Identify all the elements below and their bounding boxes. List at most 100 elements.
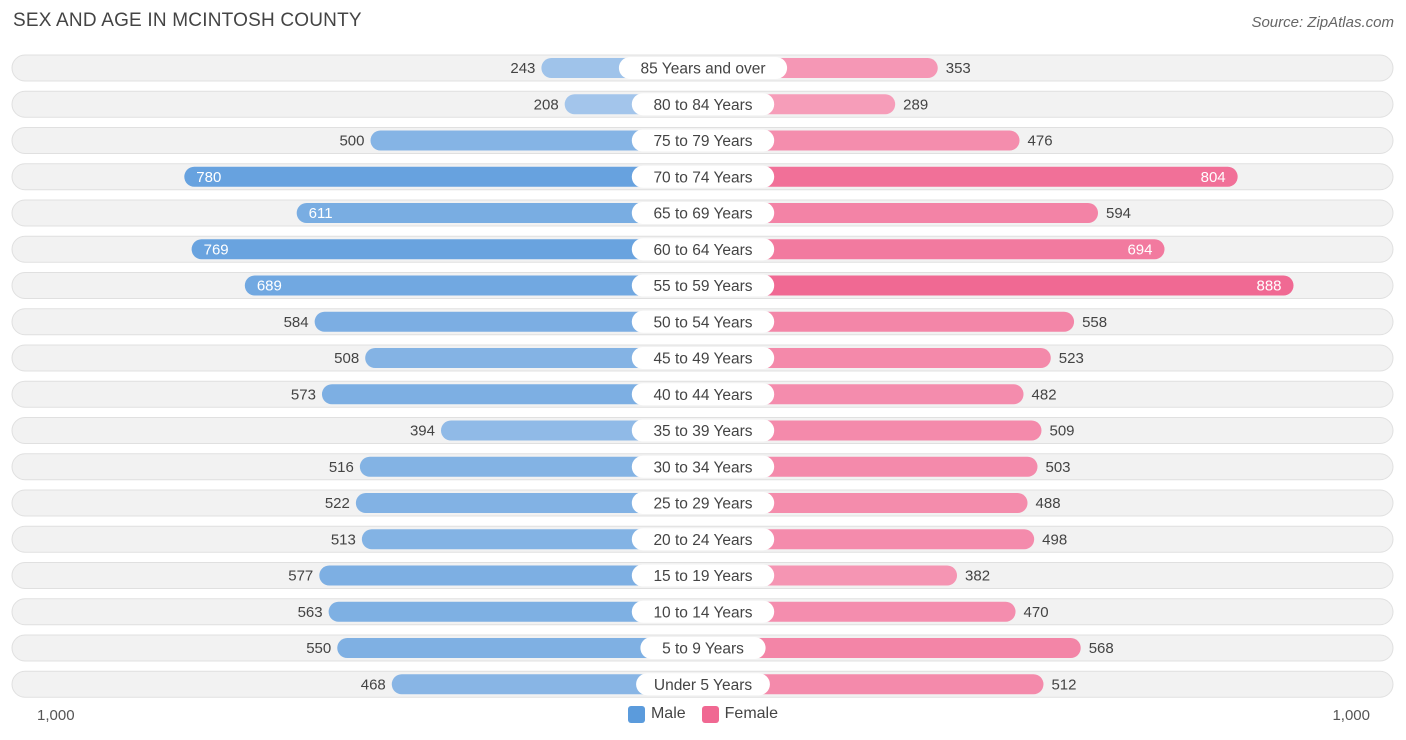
legend-label-male: Male (650, 705, 686, 722)
category-label: 20 to 24 Years (653, 532, 752, 549)
male-value-label: 611 (309, 205, 333, 222)
male-value-label: 500 (339, 133, 364, 150)
male-value-label: 522 (325, 495, 350, 512)
category-pill (631, 165, 775, 188)
female-value-label: 512 (1051, 676, 1076, 693)
female-bar (703, 348, 1051, 368)
category-pill (631, 528, 775, 551)
male-bar (337, 638, 703, 658)
category-pill (631, 383, 775, 406)
male-value-label: 468 (361, 676, 386, 693)
chart-title: SEX AND AGE IN MCINTOSH COUNTY (13, 10, 362, 31)
male-value-label: 508 (334, 350, 359, 367)
female-value-label: 470 (1024, 604, 1049, 621)
legend-item-male[interactable]: Male (627, 705, 686, 723)
male-value-label: 769 (204, 241, 229, 258)
female-value-label: 382 (965, 568, 990, 585)
category-label: 5 to 9 Years (662, 641, 744, 658)
category-label: 25 to 29 Years (653, 496, 752, 513)
category-label: 85 Years and over (641, 61, 766, 78)
axis-left-label: 1,000 (37, 707, 75, 724)
male-value-label: 516 (329, 459, 354, 476)
female-bar (703, 529, 1035, 550)
male-bar (355, 493, 703, 513)
female-bar (703, 420, 1042, 441)
male-value-label: 584 (284, 314, 309, 331)
male-bar (296, 203, 703, 223)
female-value-label: 523 (1059, 350, 1084, 367)
female-value-label: 476 (1028, 133, 1053, 150)
female-value-label: 804 (1201, 169, 1226, 186)
category-pill (631, 93, 775, 116)
female-bar (703, 638, 1081, 658)
male-value-label: 550 (306, 640, 331, 657)
male-bar (365, 348, 703, 368)
male-bar (184, 166, 704, 187)
female-bar (703, 130, 1020, 151)
axis-right-label: 1,000 (1332, 707, 1370, 724)
female-bar (703, 311, 1075, 332)
female-bar (703, 674, 1044, 695)
category-label: 10 to 14 Years (653, 604, 752, 621)
category-label: 60 to 64 Years (653, 242, 752, 259)
category-pill (636, 673, 770, 696)
category-label: 15 to 19 Years (653, 568, 752, 585)
category-label: 40 to 44 Years (653, 387, 752, 404)
female-bar (703, 493, 1028, 513)
female-value-label: 503 (1045, 459, 1070, 476)
category-label: 75 to 79 Years (653, 133, 752, 150)
male-value-label: 563 (298, 604, 323, 621)
female-value-label: 498 (1042, 531, 1067, 548)
female-value-label: 558 (1082, 314, 1107, 331)
male-value-label: 577 (288, 568, 313, 585)
male-value-label: 689 (257, 278, 282, 295)
category-pill (631, 202, 775, 224)
male-bar (359, 456, 703, 477)
male-value-label: 394 (410, 423, 435, 440)
category-label: 50 to 54 Years (653, 314, 752, 331)
female-swatch-icon (701, 705, 719, 723)
male-bar (391, 674, 703, 695)
category-label: 65 to 69 Years (653, 206, 752, 223)
male-value-label: 208 (534, 96, 559, 113)
category-pill (631, 564, 775, 587)
category-pill (631, 347, 775, 369)
male-bar (319, 565, 703, 586)
male-swatch-icon (627, 705, 645, 723)
female-value-label: 694 (1127, 241, 1152, 258)
female-value-label: 289 (903, 96, 928, 113)
category-label: 30 to 34 Years (653, 459, 752, 476)
male-bar (361, 529, 703, 550)
category-pill (631, 238, 775, 261)
female-bar (703, 384, 1024, 405)
male-bar (191, 239, 704, 260)
category-pill (640, 637, 766, 659)
female-bar (703, 275, 1294, 296)
male-bar (328, 601, 703, 622)
male-value-label: 780 (196, 169, 221, 186)
population-pyramid-chart: 243 353 85 Years and over 208 289 80 to 84 Ye… (11, 54, 1394, 698)
female-value-label: 568 (1089, 640, 1114, 657)
female-value-label: 888 (1256, 278, 1281, 295)
source-note: Source: ZipAtlas.com (1251, 14, 1394, 31)
category-label: 45 to 49 Years (653, 351, 752, 368)
category-label: 70 to 74 Years (653, 169, 752, 186)
category-pill (631, 600, 775, 623)
category-label: 35 to 39 Years (653, 423, 752, 440)
category-pill (631, 129, 775, 152)
category-pill (631, 310, 775, 333)
category-pill (631, 419, 775, 442)
female-bar (703, 601, 1016, 622)
male-value-label: 243 (510, 60, 535, 77)
female-bar (703, 456, 1038, 477)
female-value-label: 353 (946, 60, 971, 77)
category-pill (631, 274, 775, 297)
male-bar (370, 130, 703, 151)
legend-item-female[interactable]: Female (701, 705, 778, 723)
female-value-label: 594 (1106, 205, 1131, 222)
male-value-label: 513 (331, 531, 356, 548)
female-bar (703, 166, 1238, 187)
male-bar (244, 275, 703, 296)
male-bar (321, 384, 703, 405)
female-value-label: 509 (1049, 423, 1074, 440)
